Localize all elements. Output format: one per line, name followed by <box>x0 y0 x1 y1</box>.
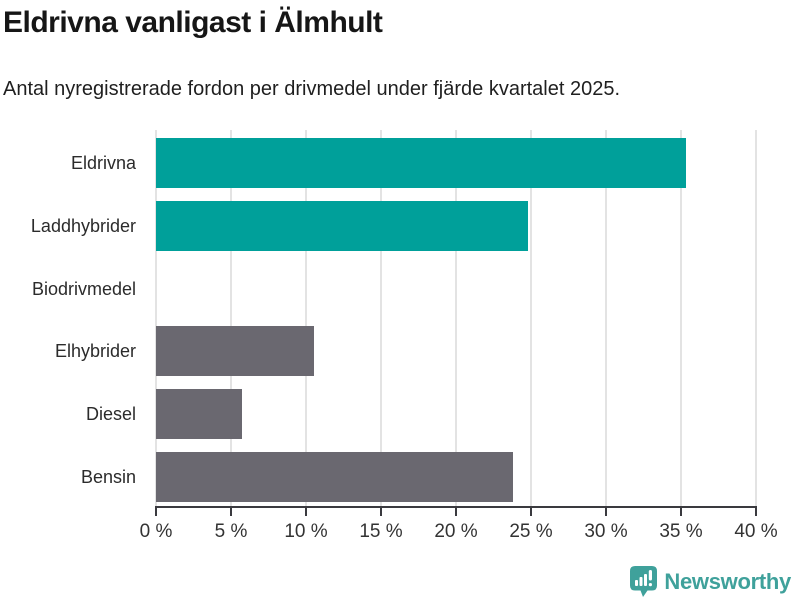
x-tick-label: 15 % <box>359 521 403 542</box>
category-label: Laddhybrider <box>30 215 136 236</box>
brand-name: Newsworthy <box>664 568 791 594</box>
bar-eldrivna <box>156 138 686 188</box>
category-label: Eldrivna <box>70 153 136 173</box>
x-axis-tick <box>530 506 532 516</box>
x-axis-tick <box>305 506 307 516</box>
x-tick-label: 5 % <box>214 521 248 542</box>
category-label: Elhybrider <box>54 341 136 362</box>
x-tick-label: 35 % <box>659 521 703 542</box>
newsworthy-logo-icon <box>630 566 658 597</box>
bar-diesel <box>156 389 242 440</box>
gridline <box>380 130 382 506</box>
brand-footer: Newsworthy <box>630 566 791 597</box>
chart-subtitle: Antal nyregistrerade fordon per drivmede… <box>3 78 621 100</box>
category-label: Bensin <box>80 467 136 487</box>
x-tick-label: 40 % <box>734 521 778 542</box>
x-axis-tick <box>455 506 457 516</box>
chart-title: Eldrivna vanligast i Älmhult <box>3 6 383 39</box>
gridline <box>530 130 532 506</box>
x-axis-tick <box>755 506 757 516</box>
x-axis-tick <box>680 506 682 516</box>
bar-elhybrider <box>156 326 314 377</box>
category-label: Diesel <box>85 404 136 425</box>
bar-laddhybrider <box>156 200 528 251</box>
gridline <box>605 130 607 506</box>
gridline <box>230 130 232 506</box>
bar-bensin <box>156 452 513 502</box>
plot-area: 0 % 5 % 10 % 15 % 20 % 25 % 30 % 35 % 40 % <box>140 130 778 542</box>
x-axis-tick <box>230 506 232 516</box>
gridline <box>305 130 307 506</box>
gridline <box>680 130 682 506</box>
x-tick-label: 10 % <box>284 521 328 542</box>
x-tick-label: 30 % <box>584 521 628 542</box>
gridline <box>755 130 757 506</box>
category-label: Biodrivmedel <box>31 278 136 299</box>
gridline <box>455 130 457 506</box>
gridline <box>155 130 157 506</box>
x-axis-tick <box>605 506 607 516</box>
x-axis-tick <box>380 506 382 516</box>
x-tick-label: 0 % <box>139 521 173 542</box>
x-axis-tick <box>155 506 157 516</box>
y-axis-labels: Eldrivna Laddhybrider Biodrivmedel Elhybrid… <box>0 130 146 506</box>
x-tick-label: 25 % <box>509 521 553 542</box>
x-tick-label: 20 % <box>434 521 478 542</box>
